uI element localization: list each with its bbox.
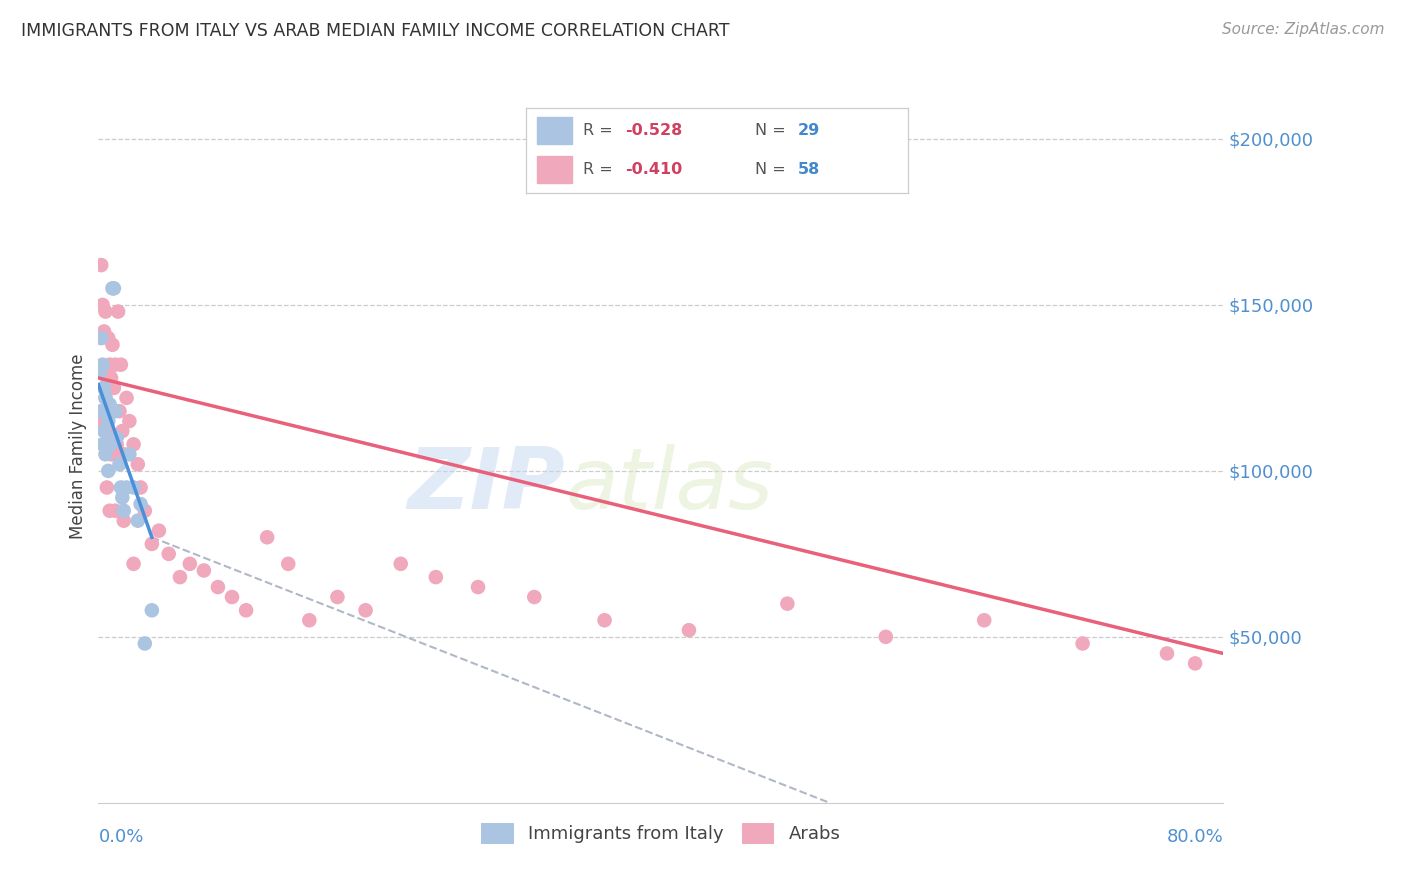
Point (96, 371, 118, 385)
Text: 80.0%: 80.0% (1167, 828, 1223, 846)
Point (90, 404, 112, 418)
Point (101, 338, 124, 352)
Point (100, 437, 122, 451)
Point (94, 391, 117, 405)
Point (1156, 647, 1178, 661)
Text: 0.0%: 0.0% (98, 828, 143, 846)
Point (221, 590, 243, 604)
Point (112, 504, 135, 518)
Point (96, 481, 118, 495)
Point (326, 590, 349, 604)
Point (354, 603, 377, 617)
Point (875, 630, 897, 644)
Point (108, 404, 131, 418)
Legend: Immigrants from Italy, Arabs: Immigrants from Italy, Arabs (474, 815, 848, 851)
Point (105, 437, 128, 451)
Point (111, 491, 134, 505)
Point (94, 447, 117, 461)
Point (90, 331, 112, 345)
Point (776, 597, 799, 611)
Point (108, 457, 131, 471)
Point (98, 358, 121, 372)
Point (134, 636, 156, 650)
Point (973, 613, 995, 627)
Point (207, 580, 229, 594)
Point (134, 504, 156, 518)
Point (112, 514, 135, 528)
Point (90, 258, 112, 272)
Text: ZIP: ZIP (408, 443, 565, 527)
Point (112, 447, 135, 461)
Point (678, 624, 700, 638)
Point (93, 381, 115, 395)
Point (115, 481, 138, 495)
Point (179, 557, 201, 571)
Y-axis label: Median Family Income: Median Family Income (69, 353, 87, 539)
Point (298, 613, 321, 627)
Point (129, 481, 152, 495)
Point (93, 325, 115, 339)
Point (148, 524, 170, 538)
Point (169, 570, 191, 584)
Point (122, 437, 145, 451)
Point (389, 557, 412, 571)
Text: atlas: atlas (565, 443, 773, 527)
Point (122, 481, 145, 495)
Point (256, 530, 278, 544)
Point (129, 497, 152, 511)
Point (141, 537, 163, 551)
Point (97, 464, 120, 478)
Point (115, 391, 138, 405)
Point (593, 613, 616, 627)
Point (157, 547, 180, 561)
Point (94, 391, 117, 405)
Point (193, 564, 215, 578)
Point (107, 304, 129, 318)
Point (277, 557, 299, 571)
Point (93, 424, 115, 438)
Point (118, 414, 141, 428)
Point (89, 364, 111, 378)
Point (1184, 657, 1206, 671)
Point (103, 281, 125, 295)
Point (127, 457, 149, 471)
Point (122, 557, 145, 571)
Point (91, 298, 114, 312)
Point (101, 281, 124, 295)
Point (127, 514, 149, 528)
Point (141, 603, 163, 617)
Point (110, 481, 132, 495)
Point (104, 404, 127, 418)
Point (96, 404, 118, 418)
Point (91, 437, 114, 451)
Point (97, 331, 120, 345)
Point (118, 447, 141, 461)
Point (104, 504, 127, 518)
Point (98, 504, 121, 518)
Point (103, 381, 125, 395)
Point (91, 414, 114, 428)
Point (97, 414, 120, 428)
Point (98, 397, 121, 411)
Point (104, 358, 127, 372)
Point (111, 424, 134, 438)
Point (100, 447, 122, 461)
Point (97, 424, 120, 438)
Point (110, 358, 132, 372)
Point (91, 358, 114, 372)
Text: Source: ZipAtlas.com: Source: ZipAtlas.com (1222, 22, 1385, 37)
Point (467, 580, 489, 594)
Point (105, 431, 128, 445)
Point (100, 371, 122, 385)
Text: IMMIGRANTS FROM ITALY VS ARAB MEDIAN FAMILY INCOME CORRELATION CHART: IMMIGRANTS FROM ITALY VS ARAB MEDIAN FAM… (21, 22, 730, 40)
Point (1071, 636, 1094, 650)
Point (235, 603, 257, 617)
Point (425, 570, 447, 584)
Point (523, 590, 546, 604)
Point (94, 304, 117, 318)
